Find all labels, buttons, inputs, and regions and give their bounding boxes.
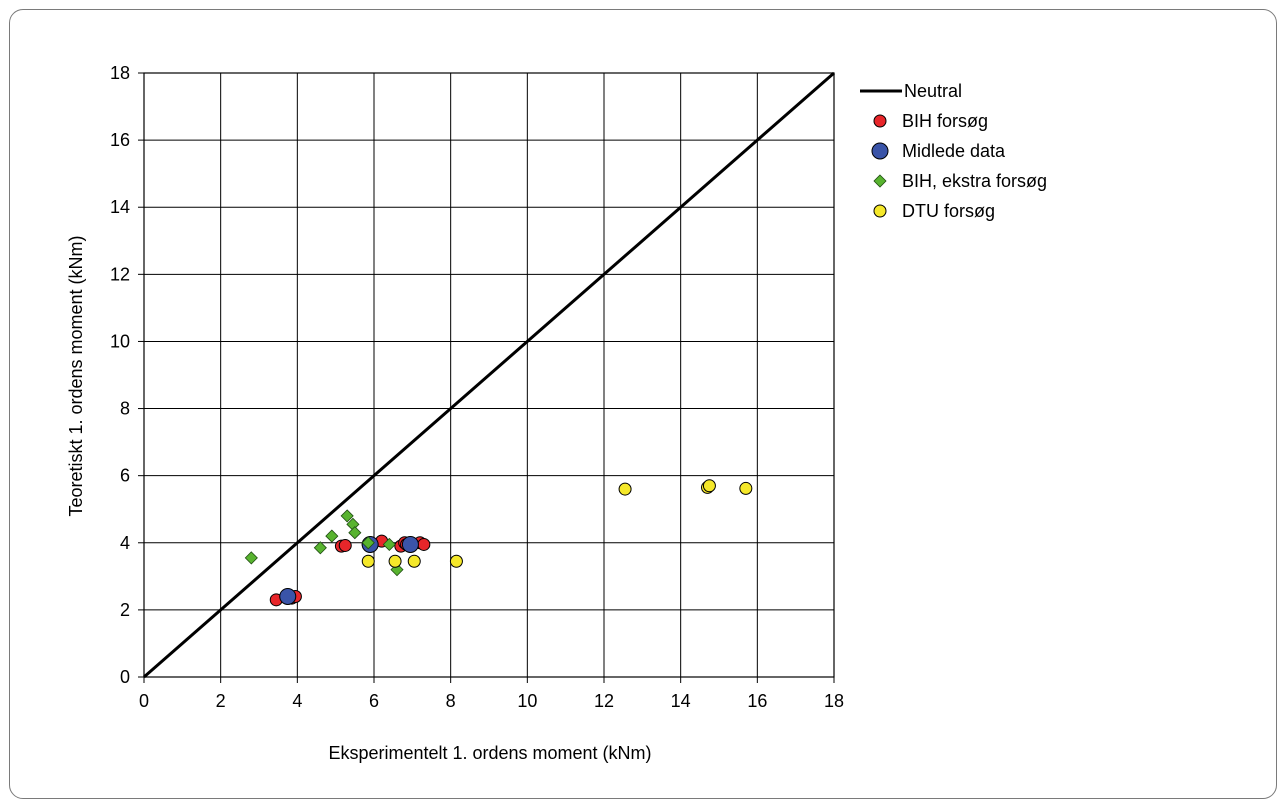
y-tick-label: 10 [110,331,130,351]
data-points [244,479,753,607]
legend-marker [873,114,887,128]
legend: Neutral BIH forsøg Midlede data BIH, ekstra… [860,81,1047,221]
data-point-diamond [313,541,327,555]
data-point-circle-large [401,535,419,553]
y-tick-label: 14 [110,197,130,217]
neutral-line-layer [143,71,835,679]
data-point-circle [449,554,463,568]
data-point-circle [739,481,753,495]
legend-label: BIH forsøg [902,111,988,131]
x-axis-ticks: 0 2 4 6 8 10 12 14 16 18 [139,677,844,711]
data-point-circle [417,537,431,551]
data-point-diamond [325,529,339,543]
legend-label: Midlede data [902,141,1006,161]
y-tick-label: 4 [120,533,130,553]
x-tick-label: 8 [446,691,456,711]
x-tick-label: 2 [216,691,226,711]
x-tick-label: 14 [671,691,691,711]
data-point-circle [618,482,632,496]
y-tick-label: 8 [120,399,130,419]
x-tick-label: 18 [824,691,844,711]
data-point-circle [407,554,421,568]
x-tick-label: 0 [139,691,149,711]
legend-label: Neutral [904,81,962,101]
x-tick-label: 10 [517,691,537,711]
y-tick-label: 6 [120,466,130,486]
y-tick-label: 12 [110,264,130,284]
x-axis-label: Eksperimentelt 1. ordens moment (kNm) [328,743,651,763]
legend-marker [873,174,887,188]
legend-label: BIH, ekstra forsøg [902,171,1047,191]
y-axis-label: Teoretiskt 1. ordens moment (kNm) [66,235,86,516]
data-point-diamond [361,536,375,550]
x-tick-label: 12 [594,691,614,711]
y-tick-label: 0 [120,667,130,687]
data-point-diamond [244,551,258,565]
legend-marker [873,204,887,218]
y-tick-label: 16 [110,130,130,150]
data-point-circle [338,538,352,552]
data-point-diamond [340,509,354,523]
data-point-circle [388,554,402,568]
plot-area [143,72,835,678]
x-tick-label: 6 [369,691,379,711]
x-tick-label: 4 [292,691,302,711]
data-point-circle [361,554,375,568]
legend-marker [871,142,889,160]
legend-label: DTU forsøg [902,201,995,221]
y-tick-label: 2 [120,600,130,620]
y-tick-label: 18 [110,63,130,83]
data-point-circle [702,479,716,493]
data-point-diamond [348,526,362,540]
neutral-line [143,71,835,679]
x-tick-label: 16 [747,691,767,711]
data-point-diamond [382,537,396,552]
y-axis-ticks: 0 2 4 6 8 10 12 14 16 18 [110,63,144,687]
data-point-circle-large [279,587,297,605]
